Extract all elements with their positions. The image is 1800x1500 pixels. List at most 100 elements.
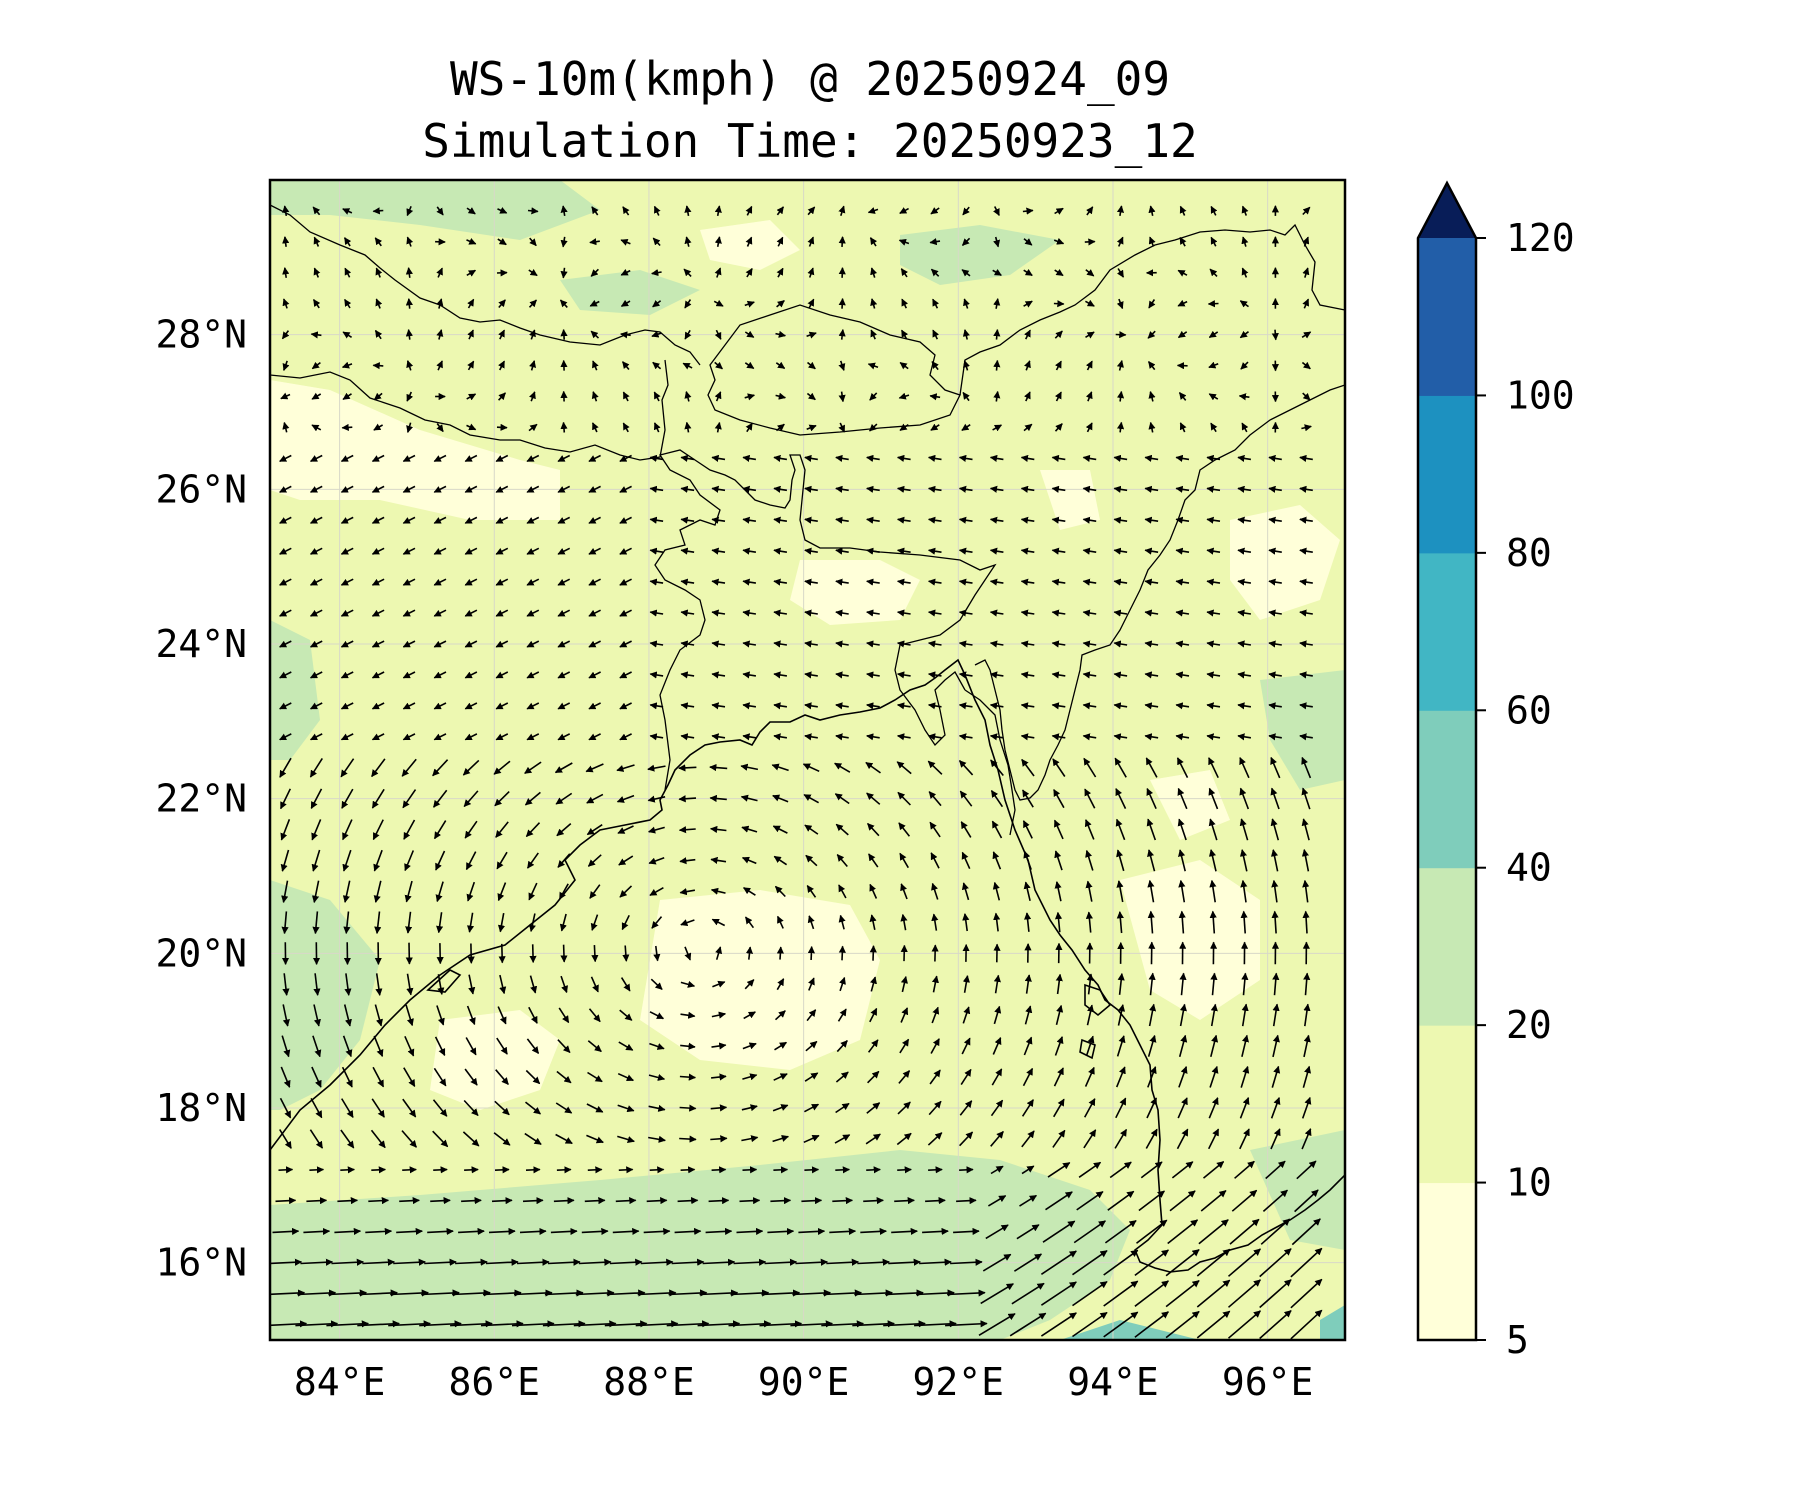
arrow-icon (668, 1289, 708, 1297)
arrow-icon (1176, 757, 1189, 778)
arrow-icon (464, 454, 478, 463)
arrow-icon (1107, 1190, 1135, 1211)
arrow-icon (464, 671, 478, 679)
arrow-icon (311, 424, 322, 432)
arrow-icon (1024, 912, 1032, 932)
arrow-icon (496, 1037, 508, 1055)
arrow-icon (458, 1227, 485, 1236)
arrow-icon (802, 763, 820, 773)
arrow-icon (405, 298, 413, 309)
arrow-icon (590, 914, 599, 931)
arrow-icon (279, 757, 292, 778)
arrow-icon (464, 578, 478, 586)
arrow-icon (823, 1289, 863, 1297)
arrow-icon (555, 1102, 573, 1114)
arrow-icon (1115, 1097, 1127, 1119)
arrow-icon (371, 516, 385, 524)
arrow-icon (343, 1004, 352, 1027)
arrow-icon (402, 640, 416, 648)
arrow-icon (495, 640, 509, 648)
wind-speed-region (1260, 670, 1345, 790)
arrow-icon (466, 393, 477, 401)
arrow-icon (775, 361, 786, 370)
arrow-icon (927, 702, 942, 710)
arrow-icon (931, 913, 939, 931)
arrow-icon (436, 360, 443, 371)
arrow-icon (989, 485, 1004, 493)
country-borders (270, 204, 1345, 836)
arrow-icon (278, 1166, 294, 1174)
arrow-icon (900, 975, 908, 993)
arrow-icon (710, 887, 726, 895)
arrow-icon (340, 640, 354, 648)
arrow-icon (306, 1197, 328, 1205)
arrow-icon (403, 819, 416, 840)
arrow-icon (526, 1038, 540, 1054)
arrow-icon (282, 421, 290, 433)
arrow-icon (759, 1320, 803, 1328)
arrow-icon (365, 1227, 393, 1236)
arrow-icon (838, 391, 846, 403)
arrow-icon (772, 1134, 789, 1143)
arrow-icon (588, 454, 601, 463)
arrow-icon (928, 1166, 943, 1174)
wind-speed-region (1320, 1305, 1345, 1340)
arrow-icon (806, 424, 817, 432)
arrow-icon (993, 359, 1001, 371)
arrow-icon (1290, 1247, 1323, 1278)
arrow-icon (498, 943, 506, 964)
arrow-icon (371, 788, 385, 809)
arrow-icon (465, 851, 477, 871)
arrow-icon (586, 1103, 604, 1113)
arrow-icon (838, 297, 846, 309)
arrow-icon (313, 1004, 321, 1027)
arrow-icon (371, 640, 385, 648)
arrow-icon (340, 758, 355, 778)
arrow-icon (804, 733, 818, 741)
arrow-icon (309, 485, 323, 493)
arrow-icon (1178, 879, 1186, 903)
arrow-icon (950, 1258, 983, 1266)
arrow-icon (1020, 547, 1035, 555)
arrow-icon (801, 1197, 823, 1205)
arrow-icon (900, 883, 908, 900)
arrow-icon (1176, 1128, 1189, 1150)
arrow-icon (297, 1289, 337, 1297)
arrow-icon (1085, 360, 1093, 371)
arrow-icon (1206, 454, 1221, 462)
arrow-icon (419, 1320, 462, 1328)
arrow-icon (774, 1010, 786, 1021)
arrow-icon (1202, 1160, 1225, 1179)
arrow-icon (399, 1197, 420, 1205)
arrow-icon (1239, 849, 1248, 872)
arrow-icon (1301, 1128, 1312, 1150)
arrow-icon (1024, 391, 1031, 402)
arrow-icon (807, 945, 816, 961)
arrow-icon (526, 609, 540, 617)
arrow-icon (404, 880, 413, 903)
arrow-icon (1268, 547, 1282, 555)
arrow-icon (742, 578, 757, 586)
arrow-icon (714, 421, 722, 433)
arrow-icon (1299, 485, 1313, 493)
arrow-icon (402, 547, 416, 555)
arrow-icon (804, 1166, 820, 1174)
arrow-icon (371, 485, 385, 493)
arrow-icon (433, 733, 447, 741)
arrow-icon (925, 1197, 946, 1205)
arrow-icon (866, 454, 880, 462)
arrow-icon (679, 1073, 697, 1081)
arrow-icon (1179, 1003, 1187, 1027)
arrow-icon (958, 733, 973, 741)
border-bangladesh (654, 449, 997, 791)
colorbar-segment (1418, 1025, 1476, 1184)
arrow-icon (1237, 702, 1252, 710)
arrow-icon (836, 854, 848, 868)
arrow-icon (588, 609, 601, 617)
arrow-icon (495, 671, 509, 679)
arrow-icon (1082, 702, 1097, 710)
arrow-icon (1148, 391, 1156, 402)
arrow-icon (1177, 1097, 1188, 1119)
arrow-icon (342, 331, 353, 339)
arrow-icon (1148, 421, 1156, 433)
